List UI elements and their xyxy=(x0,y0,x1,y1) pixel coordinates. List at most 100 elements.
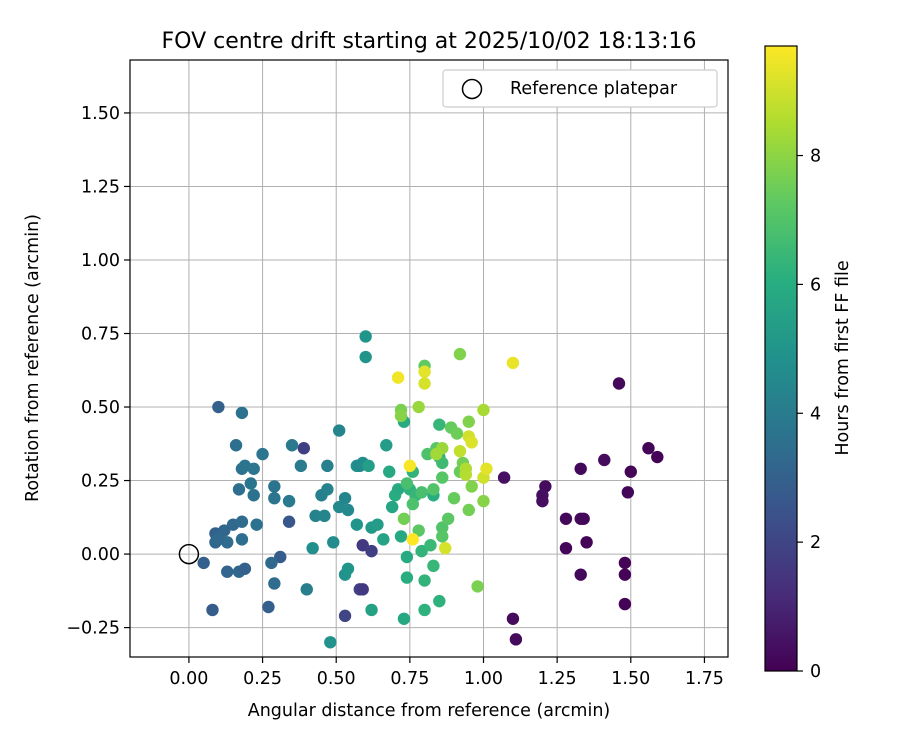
data-point xyxy=(218,524,231,537)
data-point xyxy=(459,468,473,481)
y-tick-label: 1.00 xyxy=(81,251,120,271)
data-point xyxy=(321,459,334,473)
data-point xyxy=(447,491,461,505)
data-point xyxy=(598,453,611,467)
data-point xyxy=(247,489,260,502)
data-point xyxy=(221,565,234,578)
data-point xyxy=(309,509,322,523)
data-point xyxy=(244,477,257,490)
data-point xyxy=(506,356,520,370)
data-point xyxy=(559,541,573,555)
data-point xyxy=(365,544,378,558)
data-point xyxy=(282,494,296,508)
y-tick-label: 1.50 xyxy=(81,104,120,124)
colorbar-tick-label: 2 xyxy=(810,533,821,553)
y-tick-label: 0.50 xyxy=(81,398,120,418)
data-point xyxy=(577,512,590,525)
data-point xyxy=(377,533,390,546)
x-tick-label: 0.50 xyxy=(317,669,356,689)
data-point xyxy=(403,459,417,473)
data-point xyxy=(418,603,431,617)
y-tick-label: 0.25 xyxy=(81,472,120,492)
grid-lines xyxy=(130,60,728,657)
data-point xyxy=(462,503,475,517)
data-point xyxy=(212,400,225,414)
data-point xyxy=(453,347,467,361)
data-point xyxy=(268,491,281,505)
data-point xyxy=(350,518,364,531)
data-point xyxy=(356,539,369,552)
y-axis-ticks: −0.25 0.00 0.25 0.50 0.75 1.00 1.25 1.50 xyxy=(66,104,130,639)
data-point xyxy=(465,436,478,449)
data-point xyxy=(371,518,384,531)
data-point xyxy=(574,568,587,581)
y-tick-label: 0.00 xyxy=(81,545,120,565)
data-point xyxy=(341,562,355,575)
data-point xyxy=(212,533,225,546)
data-point xyxy=(235,515,249,528)
data-point xyxy=(574,462,587,475)
data-point xyxy=(394,409,408,423)
data-point xyxy=(412,400,425,414)
data-point xyxy=(294,459,308,473)
data-point xyxy=(612,377,626,390)
y-tick-label: 1.25 xyxy=(81,177,120,197)
data-point xyxy=(285,439,299,452)
colorbar-label: Hours from first FF file xyxy=(833,260,853,455)
data-point xyxy=(400,550,414,564)
data-point xyxy=(400,571,414,584)
data-point xyxy=(324,636,337,649)
x-tick-label: 1.25 xyxy=(538,669,577,689)
data-point xyxy=(365,603,378,617)
colorbar-tick-label: 4 xyxy=(810,404,821,424)
x-tick-label: 0.75 xyxy=(390,669,429,689)
data-point xyxy=(477,403,490,417)
legend-box xyxy=(442,69,718,108)
x-tick-label: 1.75 xyxy=(685,669,724,689)
data-point xyxy=(651,450,664,464)
data-point xyxy=(247,462,260,475)
data-point xyxy=(624,465,637,478)
data-point xyxy=(262,600,275,614)
colorbar-gradient xyxy=(764,45,798,672)
data-point xyxy=(297,441,311,455)
data-point xyxy=(418,365,431,378)
data-point xyxy=(235,533,249,546)
data-point xyxy=(327,536,340,549)
data-point xyxy=(397,512,411,525)
data-point xyxy=(430,447,443,461)
data-point xyxy=(274,550,287,564)
data-point xyxy=(338,609,352,623)
x-axis-label: Angular distance from reference (arcmin) xyxy=(248,701,611,721)
data-point xyxy=(427,483,440,496)
data-point xyxy=(397,612,411,625)
data-point xyxy=(306,541,319,555)
data-point xyxy=(300,583,313,596)
data-point xyxy=(415,544,428,558)
data-point xyxy=(465,480,478,493)
data-point xyxy=(497,471,511,484)
reference-marker xyxy=(178,543,200,565)
data-point xyxy=(282,515,296,528)
x-tick-label: 0.00 xyxy=(169,669,208,689)
data-point xyxy=(436,521,449,534)
x-tick-label: 1.00 xyxy=(464,669,503,689)
data-point xyxy=(197,556,210,570)
data-point xyxy=(436,456,449,470)
data-point xyxy=(383,465,396,478)
data-point xyxy=(338,491,352,505)
data-point xyxy=(433,594,446,608)
data-point xyxy=(406,497,419,511)
data-point xyxy=(229,439,243,452)
data-point xyxy=(427,559,440,573)
data-point xyxy=(362,459,375,473)
y-tick-label: 0.75 xyxy=(81,325,120,345)
data-point xyxy=(433,418,446,431)
colorbar: 0 2 4 6 8 Hours from first FF file xyxy=(764,45,853,682)
colorbar-ticks: 0 2 4 6 8 xyxy=(797,147,821,682)
data-point xyxy=(477,494,490,508)
x-axis-ticks: 0.00 0.25 0.50 0.75 1.00 1.25 1.50 1.75 xyxy=(169,657,724,689)
colorbar-tick-label: 6 xyxy=(810,275,821,295)
